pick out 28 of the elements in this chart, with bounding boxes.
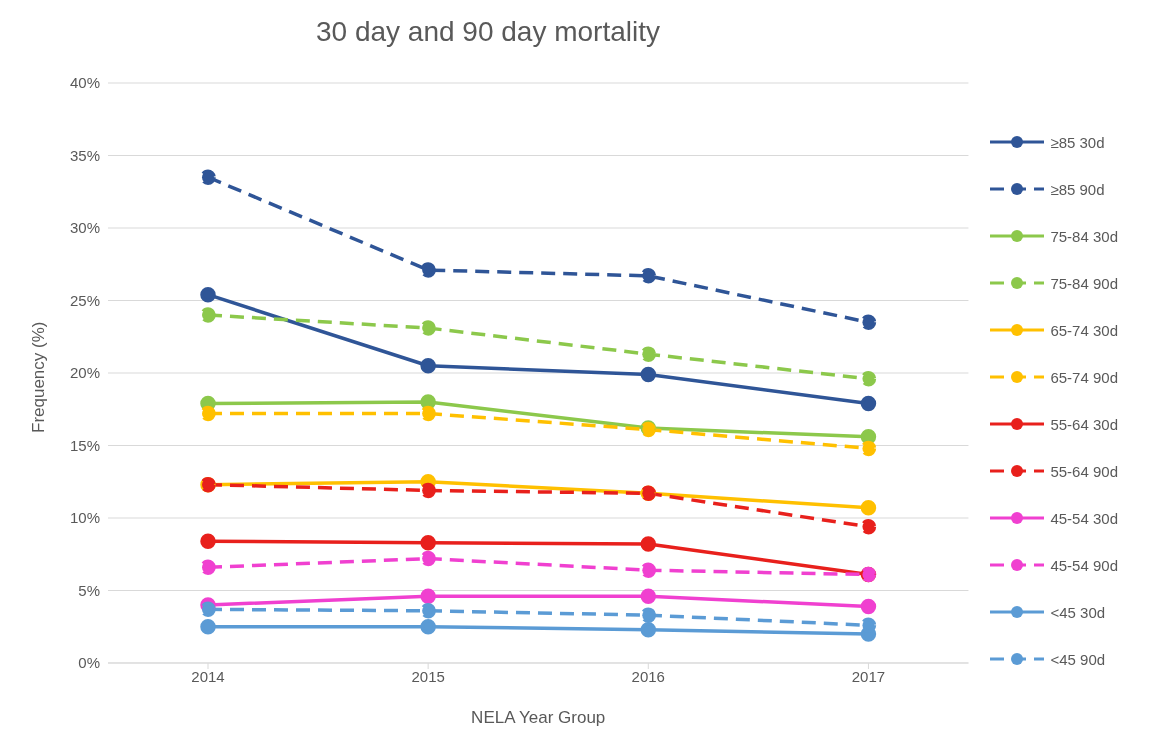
legend-label: <45 90d (1050, 650, 1106, 668)
y-axis-title: Frequency (%) (29, 321, 49, 433)
y-tick-label: 30% (69, 219, 100, 237)
legend-label: 65-74 30d (1050, 321, 1118, 339)
y-tick-label: 0% (78, 654, 100, 672)
y-tick-label: 5% (78, 581, 100, 599)
legend-label: <45 30d (1050, 603, 1106, 621)
legend-label: 65-74 90d (1050, 368, 1118, 386)
x-tick-label: 2017 (851, 667, 886, 685)
x-tick-label: 2015 (411, 667, 445, 685)
x-tick-label: 2016 (631, 667, 665, 685)
legend-label: 75-84 30d (1050, 227, 1118, 245)
legend-label: 55-64 30d (1050, 415, 1118, 433)
y-tick-label: 20% (69, 364, 100, 382)
legend-label: 75-84 90d (1050, 274, 1118, 292)
y-tick-label: 40% (69, 74, 100, 92)
legend-label: 45-54 30d (1050, 509, 1118, 527)
x-tick-label: 2014 (191, 667, 225, 685)
y-tick-label: 10% (69, 509, 100, 527)
legend-label: 55-64 90d (1050, 462, 1118, 480)
legend-label: 45-54 90d (1050, 556, 1118, 574)
legend-label: ≥85 30d (1050, 133, 1105, 151)
y-tick-label: 15% (69, 436, 100, 454)
legend-label: ≥85 90d (1050, 180, 1105, 198)
chart-title: 30 day and 90 day mortality (315, 15, 661, 49)
y-tick-label: 35% (69, 146, 100, 164)
y-tick-label: 25% (69, 291, 100, 309)
x-axis-title: NELA Year Group (471, 708, 606, 727)
